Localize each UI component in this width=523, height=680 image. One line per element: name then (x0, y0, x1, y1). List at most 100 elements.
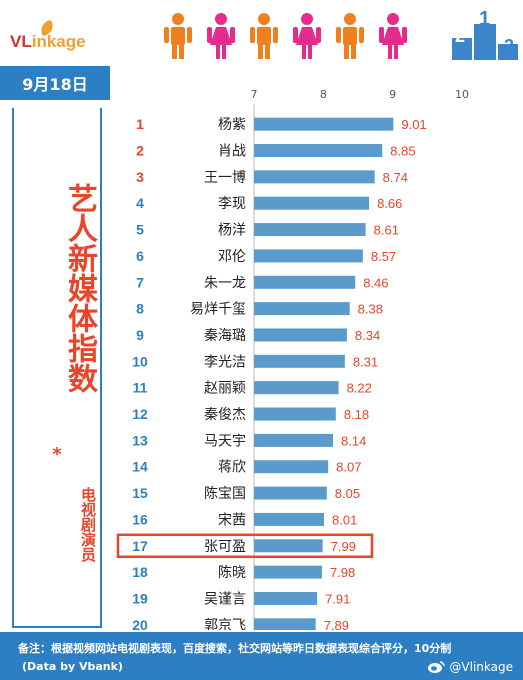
artist-name-label: 郭京飞 (204, 617, 246, 630)
rank-label: 12 (132, 406, 148, 422)
rank-label: 10 (132, 353, 148, 369)
artist-name-label: 易烊千玺 (190, 302, 246, 318)
value-label: 8.05 (335, 486, 360, 501)
data-bar (254, 223, 366, 237)
rank-label: 4 (136, 195, 144, 211)
x-tick-label: 10 (455, 88, 469, 101)
rank-label: 15 (132, 485, 148, 501)
highlight-box (116, 533, 374, 559)
artist-name-label: 杨紫 (218, 117, 246, 133)
value-label: 8.07 (336, 460, 361, 475)
value-label: 9.01 (401, 117, 426, 132)
artist-name-label: 赵丽颖 (204, 381, 246, 397)
podium-digit-3: 3 (504, 36, 515, 56)
podium-icon: 2 1 3 (452, 8, 522, 60)
artist-name-label: 张可盈 (204, 539, 246, 555)
female-figure-icon (378, 12, 408, 60)
data-bar (254, 249, 363, 263)
data-bar (254, 302, 350, 316)
rank-label: 14 (132, 459, 148, 475)
data-bar (254, 433, 334, 447)
x-tick-label: 8 (320, 88, 327, 101)
bar-chart: 7 8 9 10 1 杨紫 9.01 2 肖战 8.85 3 王一博 8.74 4 李现 8.66 5 杨洋 8.6… (116, 88, 469, 630)
artist-name-label: 吴谨言 (204, 591, 246, 607)
data-bar (254, 381, 339, 395)
data-bar (254, 275, 356, 289)
value-label: 8.74 (383, 170, 408, 185)
value-label: 8.22 (347, 381, 372, 396)
artist-name-label: 宋茜 (218, 512, 246, 528)
rank-label: 2 (136, 143, 144, 159)
footer-note: 备注：根据视频网站电视剧表现，百度搜索，社交网站等昨日数据表现综合评分，10分制 (18, 642, 452, 655)
value-label: 8.61 (374, 223, 399, 238)
data-bar (254, 460, 329, 474)
date-badge: 9月18日 (0, 66, 110, 100)
x-tick-label: 7 (251, 88, 258, 101)
weibo-handle-text: @Vlinkage (449, 660, 513, 674)
value-label: 7.98 (330, 565, 355, 580)
podium-digit-1: 1 (479, 8, 491, 30)
value-label: 8.14 (341, 433, 366, 448)
rank-label: 13 (132, 432, 148, 448)
rank-label: 5 (136, 222, 144, 238)
rank-label: 19 (132, 590, 148, 606)
header: VLinkage 2 1 3 (0, 0, 523, 66)
data-bar (254, 618, 316, 630)
people-figures (163, 12, 418, 60)
artist-name-label: 秦俊杰 (204, 407, 246, 423)
rank-label: 8 (136, 301, 144, 317)
footer-source: (Data by Vbank) (22, 660, 123, 673)
artist-name-label: 陈晓 (218, 564, 246, 581)
rank-label: 7 (136, 274, 144, 290)
rank-label: 18 (132, 564, 148, 580)
chart-subtitle: 电视剧演员 (79, 486, 97, 562)
data-bar (254, 539, 323, 553)
title-column: 艺人新媒体指数 * 电视剧演员 (12, 108, 102, 628)
value-label: 8.34 (355, 328, 380, 343)
artist-name-label: 马天宇 (204, 433, 246, 449)
value-label: 8.01 (332, 512, 357, 527)
rank-label: 11 (133, 380, 148, 396)
data-bar (254, 512, 325, 526)
artist-name-label: 李现 (218, 196, 246, 212)
rank-label: 6 (136, 248, 144, 264)
artist-name-label: 秦海璐 (204, 328, 246, 344)
female-figure-icon (206, 12, 236, 60)
artist-name-label: 朱一龙 (204, 275, 246, 291)
data-bar (254, 170, 375, 184)
value-label: 8.46 (363, 275, 388, 290)
artist-name-label: 王一博 (204, 169, 246, 186)
rank-label: 17 (132, 538, 148, 554)
rank-label: 20 (132, 617, 148, 630)
data-bar (254, 591, 318, 605)
artist-name-label: 陈宝国 (204, 485, 246, 502)
footer: 备注：根据视频网站电视剧表现，百度搜索，社交网站等昨日数据表现综合评分，10分制… (0, 632, 523, 680)
value-label: 8.85 (390, 144, 415, 159)
podium-digit-2: 2 (455, 26, 466, 46)
weibo-handle[interactable]: @Vlinkage (427, 660, 513, 674)
logo-wordmark: VLinkage (10, 32, 86, 51)
value-label: 8.31 (353, 354, 378, 369)
artist-name-label: 邓伦 (218, 249, 246, 265)
title-asterisk: * (52, 444, 62, 465)
data-bar (254, 486, 327, 500)
weibo-icon (428, 661, 446, 673)
data-bar (254, 117, 394, 131)
rank-label: 16 (132, 511, 148, 527)
rank-label: 9 (136, 327, 144, 343)
x-tick-label: 9 (389, 88, 396, 101)
data-bar (254, 565, 322, 579)
value-label: 8.66 (377, 196, 402, 211)
male-figure-icon (335, 12, 365, 60)
artist-name-label: 杨洋 (218, 223, 246, 239)
male-figure-icon (249, 12, 279, 60)
female-figure-icon (292, 12, 322, 60)
rank-label: 3 (136, 169, 144, 185)
data-bar (254, 196, 370, 210)
value-label: 7.99 (331, 539, 356, 554)
value-label: 8.18 (344, 407, 369, 422)
data-bar (254, 354, 345, 368)
value-label: 8.57 (371, 249, 396, 264)
value-label: 7.91 (325, 591, 350, 606)
data-bar (254, 144, 383, 158)
